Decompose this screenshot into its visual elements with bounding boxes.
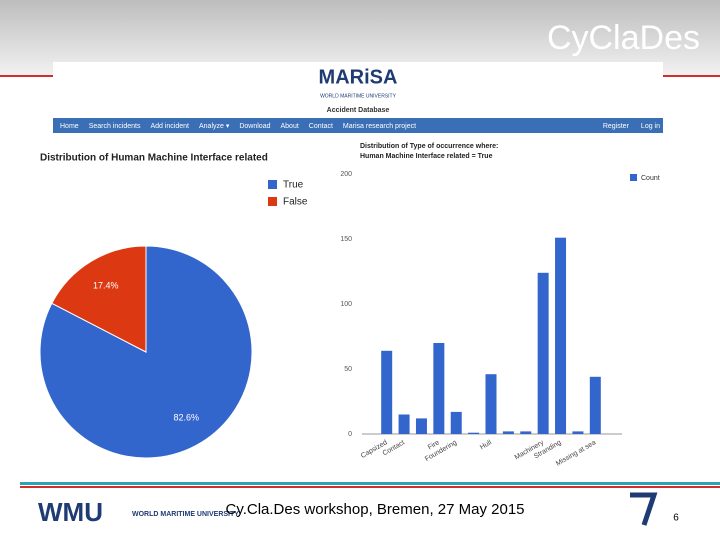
bar	[433, 343, 445, 434]
legend-swatch	[630, 174, 637, 181]
page-number: 6	[673, 513, 679, 524]
bar	[415, 418, 427, 434]
legend-label: True	[283, 180, 304, 191]
bar	[555, 237, 567, 434]
y-tick-label: 150	[340, 236, 352, 243]
bar	[589, 376, 601, 434]
legend-swatch	[268, 180, 277, 189]
nav-item[interactable]: Register	[603, 123, 630, 130]
legend-label: False	[283, 197, 308, 208]
footer-logo-text: WORLD MARITIME UNIVERSITY	[132, 511, 239, 518]
chart-title: Distribution of Type of occurrence where…	[360, 143, 498, 150]
nav-item[interactable]: Home	[60, 123, 79, 130]
footer-logo: WMU	[38, 497, 103, 527]
nav-item[interactable]: Search incidents	[89, 123, 141, 130]
y-tick-label: 0	[348, 431, 352, 438]
nav-item[interactable]: Download	[239, 123, 270, 130]
nav-item[interactable]: Log in	[641, 123, 660, 130]
y-tick-label: 200	[340, 171, 352, 178]
pie-slice	[51, 245, 147, 353]
chart-title: Distribution of Human Machine Interface …	[40, 153, 268, 164]
legend-swatch	[268, 197, 277, 206]
bar	[520, 431, 532, 434]
pie-slice	[39, 245, 253, 459]
bar	[537, 272, 549, 434]
nav-item[interactable]: Contact	[309, 123, 333, 130]
bar	[485, 374, 497, 434]
header-logo: CyClaDes	[547, 19, 700, 57]
nav-bar	[53, 118, 663, 133]
bar	[502, 431, 514, 434]
nav-item[interactable]: Analyze ▾	[199, 123, 230, 130]
y-tick-label: 100	[340, 301, 352, 308]
footer-text: Cy.Cla.Des workshop, Bremen, 27 May 2015	[225, 501, 524, 518]
legend-label: Count	[641, 175, 660, 182]
bar	[381, 350, 393, 434]
footer-line	[20, 486, 720, 488]
bar	[572, 431, 584, 434]
fp7-logo	[630, 492, 658, 526]
nav-item[interactable]: About	[281, 123, 299, 130]
bar	[450, 411, 462, 434]
footer-line	[20, 482, 720, 485]
nav-item[interactable]: Add incident	[150, 123, 189, 130]
y-tick-label: 50	[344, 366, 352, 373]
site-university: WORLD MARITIME UNIVERSITY	[320, 93, 397, 99]
data-label: 17.4%	[93, 280, 119, 290]
site-logo: MARiSA	[319, 66, 398, 88]
bar	[468, 432, 480, 434]
data-label: 82.6%	[173, 412, 199, 422]
site-subtitle: Accident Database	[327, 107, 390, 114]
bar	[398, 414, 410, 434]
nav-item[interactable]: Marisa research project	[343, 123, 416, 130]
chart-subtitle: Human Machine Interface related = True	[360, 153, 493, 160]
